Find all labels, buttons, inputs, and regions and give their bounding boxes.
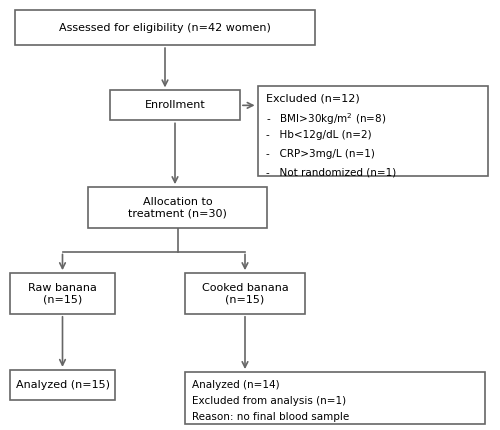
Text: -   BMI>30kg/m$^2$ (n=8): - BMI>30kg/m$^2$ (n=8): [266, 111, 386, 127]
FancyBboxPatch shape: [185, 273, 305, 314]
Text: Excluded from analysis (n=1): Excluded from analysis (n=1): [192, 396, 346, 406]
FancyBboxPatch shape: [185, 372, 485, 424]
Text: Allocation to
treatment (n=30): Allocation to treatment (n=30): [128, 197, 227, 218]
Text: Raw banana
(n=15): Raw banana (n=15): [28, 283, 97, 304]
Text: -   CRP>3mg/L (n=1): - CRP>3mg/L (n=1): [266, 149, 376, 159]
FancyBboxPatch shape: [258, 86, 488, 176]
Text: Reason: no final blood sample: Reason: no final blood sample: [192, 412, 350, 422]
Text: Excluded (n=12): Excluded (n=12): [266, 94, 360, 104]
Text: Assessed for eligibility (n=42 women): Assessed for eligibility (n=42 women): [59, 22, 271, 33]
Text: -   Not randomized (n=1): - Not randomized (n=1): [266, 168, 397, 178]
FancyBboxPatch shape: [10, 273, 115, 314]
FancyBboxPatch shape: [15, 10, 315, 45]
Text: Analyzed (n=15): Analyzed (n=15): [16, 380, 110, 390]
FancyBboxPatch shape: [88, 187, 268, 228]
Text: Analyzed (n=14): Analyzed (n=14): [192, 380, 280, 390]
Text: Enrollment: Enrollment: [144, 100, 206, 111]
Text: Cooked banana
(n=15): Cooked banana (n=15): [202, 283, 288, 304]
FancyBboxPatch shape: [110, 90, 240, 120]
FancyBboxPatch shape: [10, 370, 115, 400]
Text: -   Hb<12g/dL (n=2): - Hb<12g/dL (n=2): [266, 130, 372, 140]
